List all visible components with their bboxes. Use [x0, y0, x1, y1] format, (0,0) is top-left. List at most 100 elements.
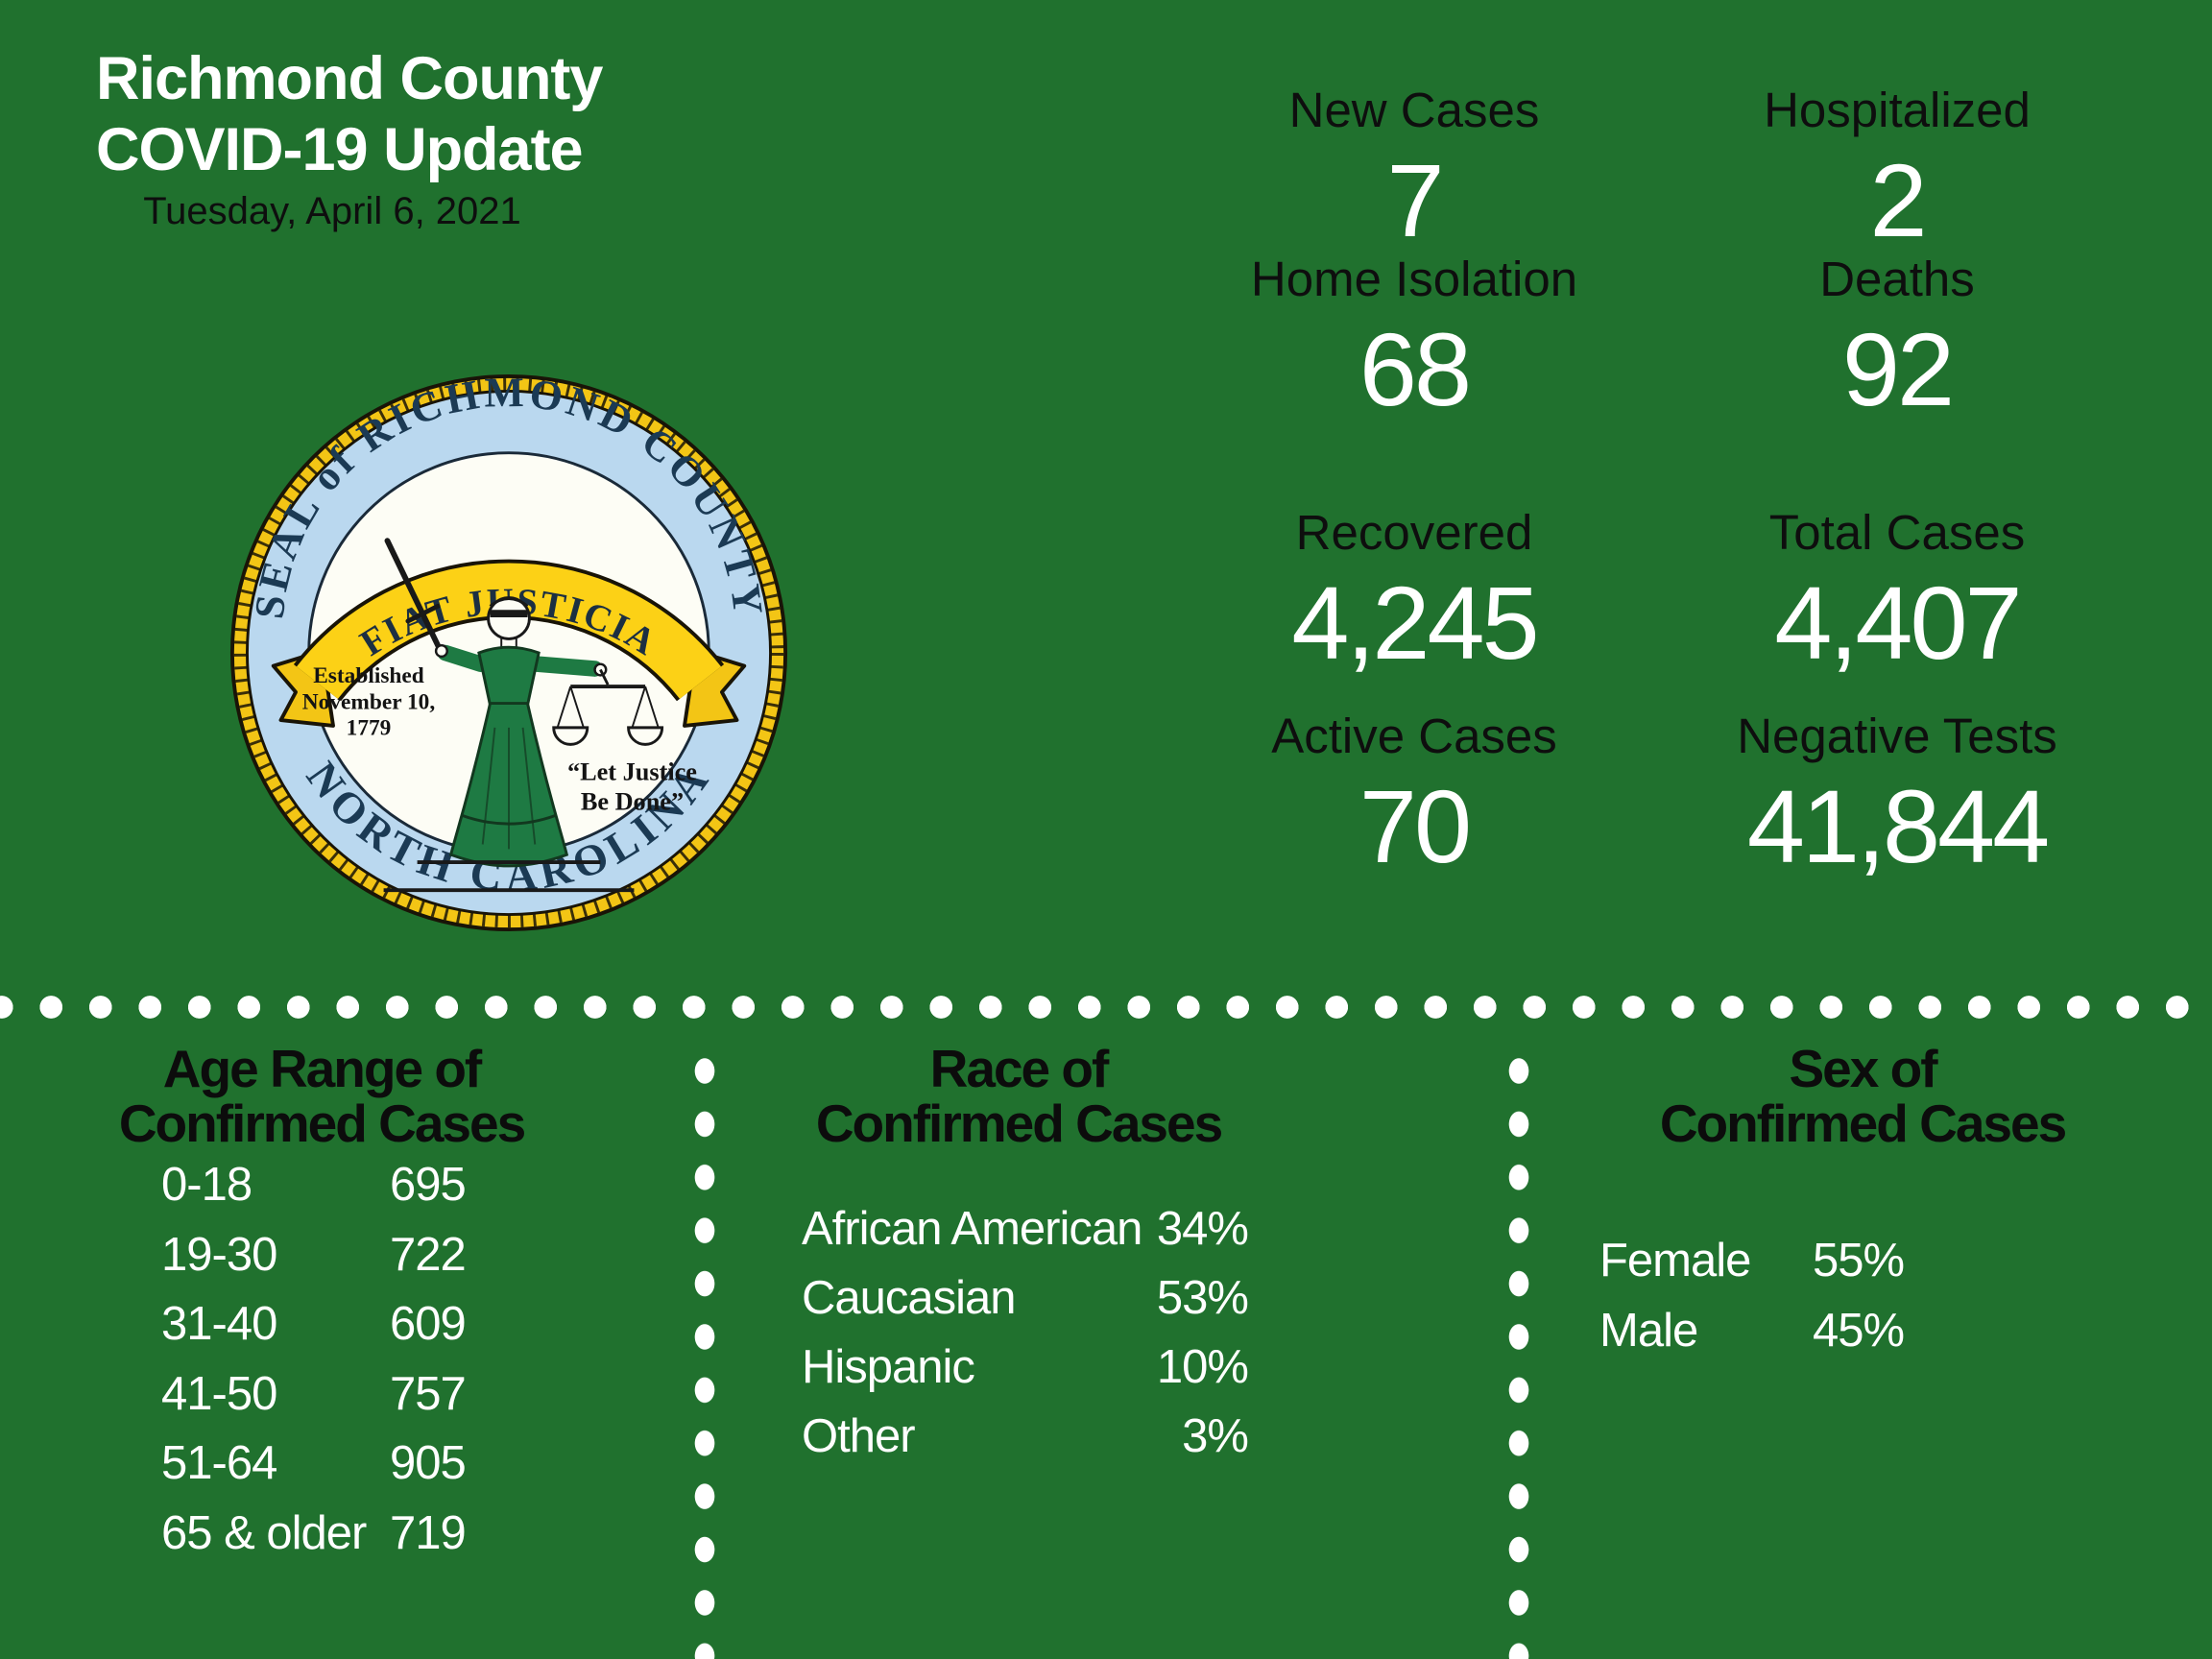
vertical-dotted-divider-left: [691, 1058, 718, 1659]
stat-value: 41,844: [1746, 768, 2050, 884]
stat-hospitalized: Hospitalized 2: [1590, 81, 2204, 259]
age-range-value: 722: [390, 1228, 467, 1281]
stat-recovered: Recovered 4,245: [1107, 503, 1721, 682]
table-row: 31-40 609: [161, 1289, 467, 1359]
race-label: Caucasian: [802, 1272, 1017, 1324]
stat-label: Home Isolation: [1250, 252, 1578, 306]
page-title-line2: COVID-19 Update: [96, 116, 584, 183]
table-row: African American 34%: [802, 1194, 1249, 1263]
stat-value: 68: [1358, 311, 1472, 427]
age-range-label: 19-30: [161, 1228, 277, 1281]
race-section-title: Race of Confirmed Cases: [721, 1042, 1316, 1151]
sex-value: 55%: [1813, 1235, 1905, 1287]
seal-rope-twists: [233, 377, 784, 928]
race-value: 10%: [1156, 1341, 1249, 1393]
age-range-value: 609: [390, 1298, 467, 1351]
stat-negative-tests: Negative Tests 41,844: [1590, 707, 2204, 885]
skirt-pleats: [481, 727, 537, 850]
scales-link: [599, 668, 610, 685]
table-row: Caucasian 53%: [802, 1263, 1249, 1333]
age-range-value: 719: [390, 1506, 467, 1559]
race-label: Hispanic: [802, 1341, 975, 1393]
scales-of-justice: [552, 668, 664, 746]
stat-deaths: Deaths 92: [1590, 250, 2204, 428]
table-row: 51-64 905: [161, 1429, 467, 1499]
race-label: African American: [802, 1203, 1142, 1255]
sex-value: 45%: [1813, 1304, 1905, 1357]
table-row: Hispanic 10%: [802, 1333, 1249, 1402]
stat-label: Total Cases: [1768, 505, 2026, 560]
stat-active-cases: Active Cases 70: [1107, 707, 1721, 885]
age-range-label: 0-18: [161, 1159, 252, 1212]
sex-label: Male: [1599, 1304, 1698, 1357]
race-value: 34%: [1156, 1203, 1249, 1255]
stat-value: 2: [1869, 142, 1927, 258]
age-range-label: 65 & older: [161, 1506, 367, 1559]
age-title-line1: Age Range of: [162, 1039, 482, 1098]
bodice: [477, 645, 541, 710]
report-date: Tuesday, April 6, 2021: [143, 190, 521, 232]
horizontal-dotted-divider: [0, 995, 2212, 1020]
lady-justice-figure: [383, 538, 664, 893]
stat-label: Hospitalized: [1764, 83, 2031, 137]
stat-label: Recovered: [1295, 505, 1533, 560]
established-line2: November 10,: [302, 689, 435, 714]
county-seal: SEAL of RICHMOND COUNTY NORTH CAROLINA F…: [228, 373, 789, 933]
table-row: Male 45%: [1599, 1296, 1905, 1366]
left-arm: [437, 644, 490, 672]
race-value: 3%: [1182, 1410, 1249, 1462]
stat-value: 7: [1386, 142, 1444, 258]
page-title-line1: Richmond County: [96, 45, 603, 112]
scales-right-pan: [627, 726, 664, 746]
age-section-title: Age Range of Confirmed Cases: [24, 1042, 619, 1151]
banner-ribbon: [296, 563, 722, 700]
motto-line2: Be Done”: [581, 788, 684, 816]
established-line3: 1779: [347, 716, 392, 741]
motto-line1: “Let Justice: [567, 757, 697, 785]
table-row: 41-50 757: [161, 1359, 467, 1430]
stat-value: 92: [1841, 311, 1955, 427]
sex-section-title: Sex of Confirmed Cases: [1565, 1042, 2160, 1151]
table-row: 19-30 722: [161, 1220, 467, 1290]
stat-total-cases: Total Cases 4,407: [1590, 503, 2204, 682]
sword: [384, 538, 443, 653]
stat-label: Active Cases: [1271, 709, 1557, 763]
stat-value: 70: [1358, 768, 1472, 884]
age-range-value: 695: [390, 1159, 467, 1212]
hair: [489, 597, 529, 608]
stat-label: New Cases: [1288, 83, 1540, 137]
age-range-value: 757: [390, 1367, 467, 1420]
race-value: 53%: [1156, 1272, 1249, 1324]
sex-title-line1: Sex of: [1789, 1039, 1937, 1098]
table-row: 65 & older 719: [161, 1499, 467, 1569]
stat-value: 4,407: [1774, 565, 2022, 681]
age-title-line2: Confirmed Cases: [118, 1094, 526, 1153]
left-hand: [434, 643, 448, 659]
stat-new-cases: New Cases 7: [1107, 81, 1721, 259]
age-rows: 0-18 695 19-30 722 31-40 609 41-50 757 5…: [161, 1150, 467, 1569]
sex-label: Female: [1599, 1235, 1751, 1287]
vertical-dotted-divider-right: [1505, 1058, 1532, 1659]
age-range-value: 905: [390, 1437, 467, 1490]
sex-rows: Female 55% Male 45%: [1599, 1226, 1905, 1366]
sex-title-line2: Confirmed Cases: [1659, 1094, 2067, 1153]
scales-strings: [556, 685, 660, 729]
age-range-label: 51-64: [161, 1437, 277, 1490]
race-title-line2: Confirmed Cases: [815, 1094, 1223, 1153]
county-seal-graphic: SEAL of RICHMOND COUNTY NORTH CAROLINA F…: [229, 373, 788, 932]
race-title-line1: Race of: [929, 1039, 1110, 1098]
race-rows: African American 34% Caucasian 53% Hispa…: [802, 1194, 1249, 1471]
table-row: 0-18 695: [161, 1150, 467, 1220]
race-label: Other: [802, 1410, 916, 1462]
age-range-label: 31-40: [161, 1298, 277, 1351]
stat-value: 4,245: [1291, 565, 1539, 681]
sword-crossguard: [405, 603, 441, 624]
header: Richmond County COVID-19 Update Tuesday,…: [96, 43, 603, 235]
right-arm: [528, 656, 603, 677]
stat-home-isolation: Home Isolation 68: [1107, 250, 1721, 428]
scales-left-pan: [552, 726, 589, 746]
table-row: Female 55%: [1599, 1226, 1905, 1296]
table-row: Other 3%: [802, 1402, 1249, 1471]
age-range-label: 41-50: [161, 1367, 277, 1420]
stat-label: Negative Tests: [1737, 709, 2057, 763]
